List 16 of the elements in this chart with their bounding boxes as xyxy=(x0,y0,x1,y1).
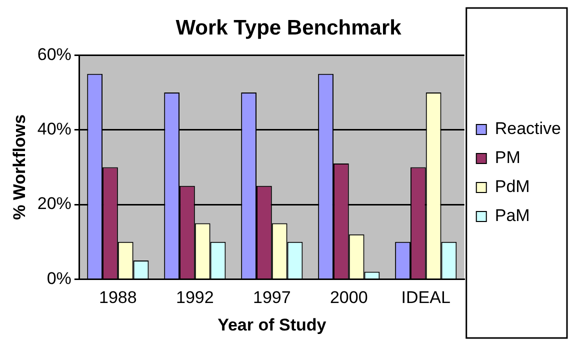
chart-title: Work Type Benchmark xyxy=(176,16,402,40)
legend-label: PdM xyxy=(494,177,530,196)
y-tick-label: 40% xyxy=(37,120,72,139)
x-tick-label: 1988 xyxy=(99,288,137,308)
y-tick-label: 0% xyxy=(46,268,72,288)
legend-label: PaM xyxy=(494,206,530,226)
y-axis-title: % Workflows xyxy=(10,114,29,220)
y-tick-label: 20% xyxy=(37,194,72,214)
legend-label: PM xyxy=(494,148,520,168)
x-tick-label: 1997 xyxy=(252,288,291,308)
y-tick-label: 60% xyxy=(37,44,72,64)
x-tick-label: IDEAL xyxy=(401,288,450,308)
x-tick-label: 2000 xyxy=(330,288,368,308)
x-tick-label: 1992 xyxy=(176,288,214,308)
x-axis-title: Year of Study xyxy=(218,315,327,334)
legend-label: Reactive xyxy=(494,119,561,138)
